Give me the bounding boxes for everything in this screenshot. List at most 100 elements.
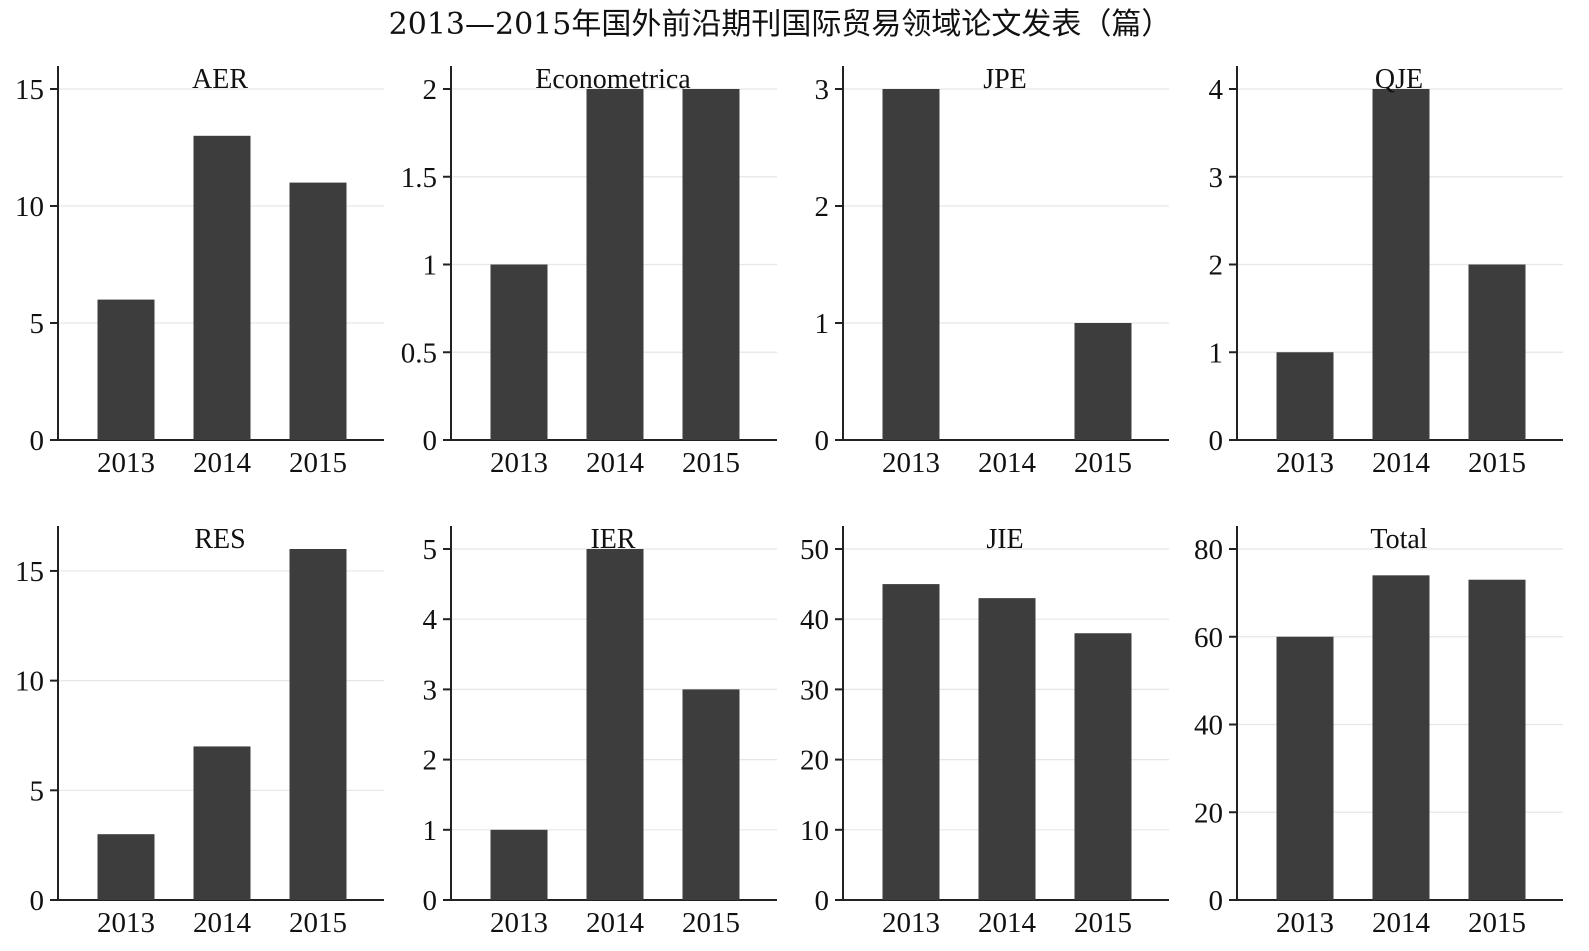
- bar-econometrica-2015: [682, 89, 740, 440]
- x-tick-label: 2014: [978, 447, 1037, 479]
- y-tick-label: 0: [1209, 425, 1224, 457]
- panel-title: RES: [194, 524, 245, 555]
- panel-title: Total: [1370, 524, 1427, 555]
- x-tick-label: 2013: [1276, 907, 1334, 939]
- panel-title: JPE: [983, 64, 1027, 95]
- y-tick-label: 1: [423, 250, 438, 282]
- x-tick-label: 2014: [978, 907, 1037, 939]
- y-tick-label: 2: [1209, 250, 1224, 282]
- x-tick-label: 2015: [1468, 907, 1526, 939]
- x-tick-label: 2015: [682, 447, 740, 479]
- y-tick-label: 40: [1194, 710, 1223, 742]
- panel-title: Econometrica: [535, 64, 691, 95]
- y-tick-label: 0: [423, 885, 438, 917]
- x-tick-label: 2015: [1074, 447, 1132, 479]
- bar-jie-2013: [882, 584, 940, 900]
- panel-title: JIE: [986, 524, 1023, 555]
- y-tick-label: 30: [800, 674, 829, 706]
- x-tick-label: 2014: [586, 907, 645, 939]
- bar-aer-2014: [193, 135, 251, 441]
- y-tick-label: 0: [1209, 885, 1224, 917]
- bar-aer-2015: [289, 182, 347, 440]
- bar-jpe-2013: [882, 89, 940, 440]
- panel-title: AER: [192, 64, 248, 95]
- x-tick-label: 2013: [882, 907, 940, 939]
- bar-ier-2013: [490, 829, 548, 900]
- y-tick-label: 1: [1209, 337, 1224, 369]
- y-tick-label: 5: [30, 775, 45, 807]
- y-tick-label: 15: [15, 556, 44, 588]
- x-tick-label: 2015: [289, 907, 347, 939]
- y-tick-label: 15: [15, 74, 44, 106]
- chart-panel-total: 0 20 40 60 80 2013 2014 2015 Total: [1194, 524, 1563, 939]
- y-tick-label: 0: [30, 425, 45, 457]
- y-tick-label: 60: [1194, 622, 1223, 654]
- y-tick-label: 2: [423, 745, 438, 777]
- x-tick-label: 2013: [490, 907, 548, 939]
- panel-title: IER: [590, 524, 635, 555]
- y-tick-label: 10: [15, 191, 44, 223]
- bar-qje-2013: [1276, 352, 1334, 440]
- panel-title: QJE: [1375, 64, 1423, 95]
- y-tick-label: 10: [15, 666, 44, 698]
- x-tick-label: 2015: [682, 907, 740, 939]
- y-tick-label: 4: [423, 604, 438, 636]
- figure-title: 2013—2015年国外前沿期刊国际贸易领域论文发表（篇）: [389, 7, 1172, 42]
- y-tick-label: 40: [800, 604, 829, 636]
- y-tick-label: 1: [815, 308, 830, 340]
- bar-total-2013: [1276, 636, 1334, 900]
- bar-qje-2014: [1372, 89, 1430, 440]
- y-tick-label: 1.5: [401, 162, 437, 194]
- chart-panel-ier: 0 1 2 3 4 5 2013 2014 2015 IER: [423, 524, 777, 939]
- x-tick-label: 2014: [1372, 907, 1431, 939]
- x-tick-label: 2014: [193, 447, 252, 479]
- x-tick-label: 2014: [193, 907, 252, 939]
- x-tick-label: 2013: [97, 447, 155, 479]
- y-tick-label: 3: [423, 674, 438, 706]
- y-tick-label: 0: [815, 425, 830, 457]
- bar-qje-2015: [1468, 264, 1526, 440]
- y-tick-label: 0.5: [401, 337, 437, 369]
- x-tick-label: 2013: [97, 907, 155, 939]
- bar-total-2014: [1372, 575, 1430, 900]
- bar-jie-2015: [1074, 633, 1132, 900]
- bar-res-2014: [193, 746, 251, 900]
- x-tick-label: 2015: [1468, 447, 1526, 479]
- bar-res-2013: [97, 834, 155, 900]
- bar-jpe-2015: [1074, 323, 1132, 440]
- chart-panel-qje: 0 1 2 3 4 2013 2014 2015 QJE: [1209, 64, 1563, 479]
- bar-econometrica-2013: [490, 264, 548, 440]
- y-tick-label: 4: [1209, 74, 1224, 106]
- y-tick-label: 0: [423, 425, 438, 457]
- bar-jie-2014: [978, 598, 1036, 900]
- x-tick-label: 2014: [1372, 447, 1431, 479]
- y-tick-label: 0: [30, 885, 45, 917]
- y-tick-label: 3: [1209, 162, 1224, 194]
- bar-total-2015: [1468, 579, 1526, 900]
- bar-ier-2014: [586, 549, 644, 900]
- bar-econometrica-2014: [586, 89, 644, 440]
- y-tick-label: 20: [800, 745, 829, 777]
- y-tick-label: 0: [815, 885, 830, 917]
- x-tick-label: 2015: [289, 447, 347, 479]
- y-tick-label: 5: [30, 308, 45, 340]
- y-tick-label: 3: [815, 74, 830, 106]
- y-tick-label: 2: [815, 191, 830, 223]
- chart-panel-jie: 0 10 20 30 40 50 2013 2014 2015 JIE: [800, 524, 1169, 939]
- x-tick-label: 2015: [1074, 907, 1132, 939]
- chart-panel-res: 0 5 10 15 2013 2014 2015 RES: [15, 524, 384, 939]
- bar-aer-2013: [97, 299, 155, 440]
- bar-ier-2015: [682, 689, 740, 900]
- x-tick-label: 2013: [882, 447, 940, 479]
- x-tick-label: 2013: [490, 447, 548, 479]
- x-tick-label: 2013: [1276, 447, 1334, 479]
- chart-panel-jpe: 0 1 2 3 2013 2014 2015 JPE: [815, 64, 1169, 479]
- y-tick-label: 5: [423, 534, 438, 566]
- y-tick-label: 10: [800, 815, 829, 847]
- y-tick-label: 1: [423, 815, 438, 847]
- chart-panel-econometrica: 0 0.5 1 1.5 2 2013 2014 2015 Econometrica: [401, 64, 777, 479]
- chart-panel-aer: 0 5 10 15 2013 2014 2015 AER: [15, 64, 384, 479]
- y-tick-label: 20: [1194, 797, 1223, 829]
